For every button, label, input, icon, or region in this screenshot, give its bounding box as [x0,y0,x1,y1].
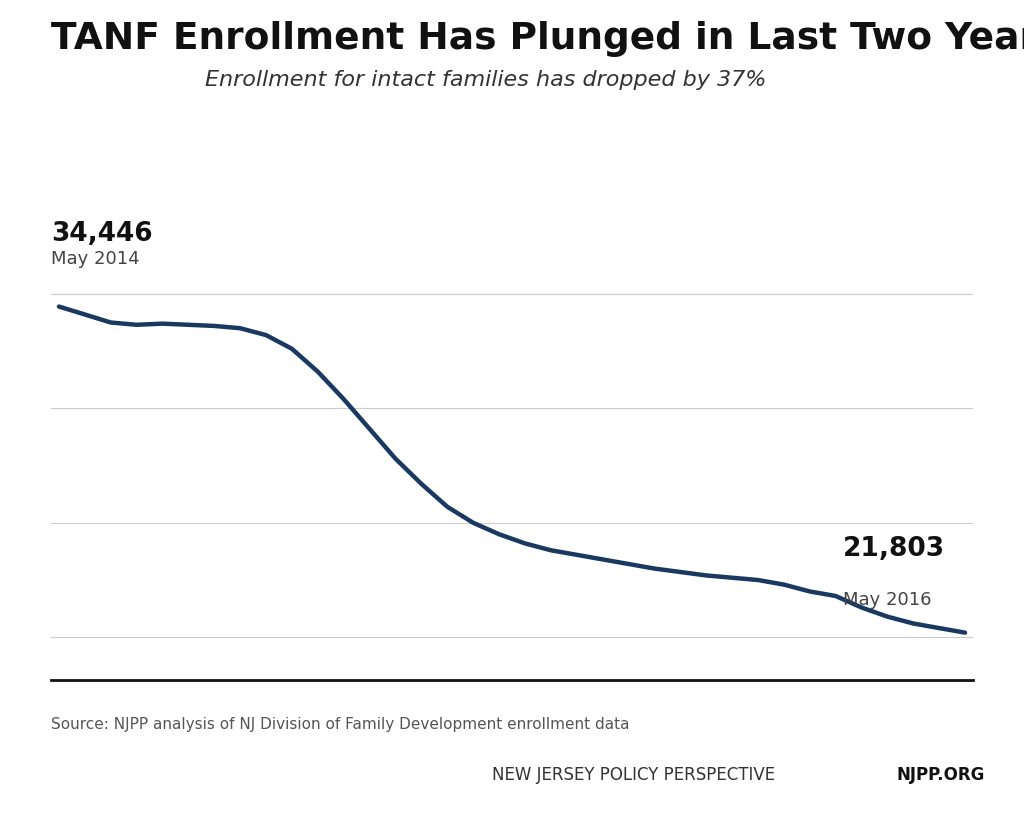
Text: NJPP.ORG: NJPP.ORG [896,766,984,784]
Text: May 2016: May 2016 [844,592,932,610]
Text: 21,803: 21,803 [844,536,945,562]
Text: Source: NJPP analysis of NJ Division of Family Development enrollment data: Source: NJPP analysis of NJ Division of … [51,717,630,732]
Text: TANF Enrollment Has Plunged in Last Two Years: TANF Enrollment Has Plunged in Last Two … [51,21,1024,57]
Text: 34,446: 34,446 [51,221,153,247]
Text: Enrollment for intact families has dropped by 37%: Enrollment for intact families has dropp… [205,70,766,90]
Text: May 2014: May 2014 [51,250,140,268]
Text: NEW JERSEY POLICY PERSPECTIVE: NEW JERSEY POLICY PERSPECTIVE [492,766,774,784]
